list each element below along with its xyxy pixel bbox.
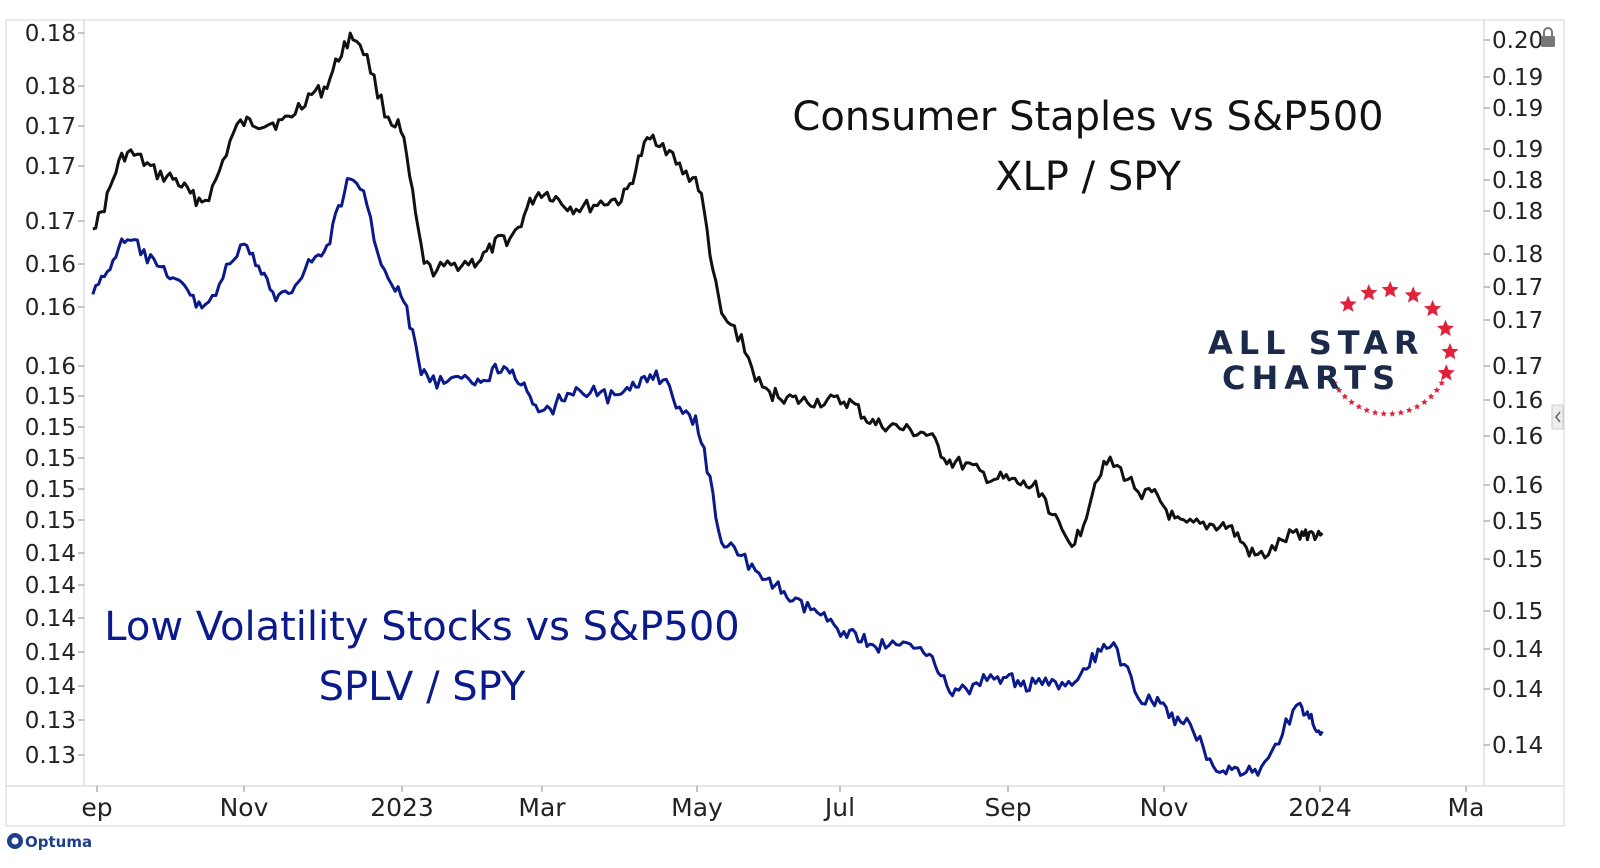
x-tick-label: Jul [823, 793, 855, 822]
lock-icon[interactable] [1541, 27, 1555, 47]
logo-star-icon [1438, 379, 1445, 386]
logo-star-icon [1437, 364, 1455, 381]
x-tick-label: Mar [518, 793, 566, 822]
logo-star-icon [1355, 403, 1363, 410]
right-tick-label: 0.16 [1492, 424, 1543, 450]
left-tick-label: 0.15 [25, 415, 76, 441]
all-star-charts-logo: ALL STAR CHARTS [1208, 281, 1459, 417]
logo-star-icon [1348, 398, 1355, 405]
top-title: Consumer Staples vs S&P500 [792, 94, 1383, 140]
logo-star-icon [1363, 406, 1371, 414]
series-layer [91, 31, 1324, 777]
optuma-footer: Optuma [7, 833, 92, 851]
logo-star-icon [1413, 403, 1421, 410]
left-tick-label: 0.14 [25, 640, 76, 666]
right-tick-label: 0.15 [1492, 509, 1543, 535]
logo-star-icon [1405, 406, 1413, 414]
right-tick-label: 0.15 [1492, 547, 1543, 573]
x-tick-label: Sep [984, 793, 1031, 822]
left-tick-label: 0.15 [25, 384, 76, 410]
right-tick-label: 0.18 [1492, 199, 1543, 225]
bottom-title: Low Volatility Stocks vs S&P500 [104, 604, 739, 650]
logo-star-icon [1371, 409, 1379, 416]
logo-line2: CHARTS [1222, 359, 1401, 397]
top-subtitle: XLP / SPY [995, 154, 1181, 200]
left-tick-label: 0.14 [25, 573, 76, 599]
left-tick-label: 0.14 [25, 541, 76, 567]
left-tick-label: 0.14 [25, 674, 76, 700]
left-tick-label: 0.16 [25, 252, 76, 278]
logo-star-icon [1360, 284, 1378, 301]
x-tick-label: Nov [220, 793, 269, 822]
logo-star-icon [1339, 295, 1357, 312]
chart-frame [5, 19, 1565, 827]
logo-star-icon [1331, 379, 1338, 386]
x-axis: ep Nov 2023 Mar May Jul Sep Nov 2024 Ma [81, 786, 1484, 822]
right-tick-label: 0.15 [1492, 599, 1543, 625]
series-line-xlp-spy [92, 31, 1324, 560]
right-tick-label: 0.19 [1492, 137, 1543, 163]
left-tick-label: 0.15 [25, 446, 76, 472]
x-tick-label: ep [81, 793, 112, 822]
right-tick-label: 0.20 [1492, 28, 1543, 54]
right-tick-label: 0.16 [1492, 473, 1543, 499]
left-axis: 0.18 0.18 0.17 0.17 0.17 0.16 0.16 0.16 0.15 0.15… [25, 21, 84, 769]
logo-star-icon [1427, 393, 1435, 400]
logo-star-icon [1389, 410, 1396, 417]
x-tick-label: May [671, 793, 723, 822]
bottom-subtitle: SPLV / SPY [319, 664, 526, 710]
logo-stars [1331, 281, 1459, 417]
logo-star-icon [1424, 299, 1442, 317]
left-tick-label: 0.14 [25, 606, 76, 632]
left-tick-label: 0.16 [25, 295, 76, 321]
logo-star-icon [1397, 409, 1405, 416]
x-tick-label: 2024 [1288, 793, 1352, 822]
right-tick-label: 0.17 [1492, 308, 1543, 334]
right-tick-label: 0.14 [1492, 677, 1543, 703]
right-axis: 0.20 0.19 0.19 0.19 0.18 0.18 0.18 0.17 0.17 0.17… [1484, 28, 1543, 759]
left-tick-label: 0.17 [25, 114, 76, 140]
x-tick-label: Nov [1140, 793, 1189, 822]
series-line-splv-spy [91, 177, 1324, 777]
left-tick-label: 0.17 [25, 154, 76, 180]
left-tick-label: 0.13 [25, 708, 76, 734]
right-tick-label: 0.14 [1492, 637, 1543, 663]
right-tick-label: 0.19 [1492, 96, 1543, 122]
right-tick-label: 0.18 [1492, 242, 1543, 268]
logo-star-icon [1421, 398, 1428, 405]
logo-star-icon [1436, 319, 1454, 337]
logo-star-icon [1433, 386, 1441, 393]
right-tick-label: 0.16 [1492, 388, 1543, 414]
right-tick-label: 0.14 [1492, 733, 1543, 759]
logo-star-icon [1381, 281, 1399, 298]
left-tick-label: 0.15 [25, 477, 76, 503]
left-tick-label: 0.15 [25, 508, 76, 534]
logo-line1: ALL STAR [1208, 324, 1424, 362]
optuma-label: Optuma [25, 833, 92, 851]
left-tick-label: 0.18 [25, 21, 76, 47]
left-tick-label: 0.17 [25, 209, 76, 235]
right-tick-label: 0.17 [1492, 354, 1543, 380]
collapse-panel-icon[interactable] [1551, 404, 1564, 430]
logo-star-icon [1341, 393, 1349, 400]
right-tick-label: 0.19 [1492, 65, 1543, 91]
right-tick-label: 0.18 [1492, 168, 1543, 194]
logo-star-icon [1404, 286, 1422, 303]
x-tick-label: Ma [1448, 793, 1485, 822]
x-tick-label: 2023 [370, 793, 434, 822]
logo-star-icon [1380, 410, 1387, 417]
logo-star-icon [1335, 386, 1343, 393]
right-tick-label: 0.17 [1492, 275, 1543, 301]
left-tick-label: 0.13 [25, 743, 76, 769]
left-tick-label: 0.16 [25, 354, 76, 380]
logo-star-icon [1441, 343, 1459, 360]
left-tick-label: 0.18 [25, 74, 76, 100]
